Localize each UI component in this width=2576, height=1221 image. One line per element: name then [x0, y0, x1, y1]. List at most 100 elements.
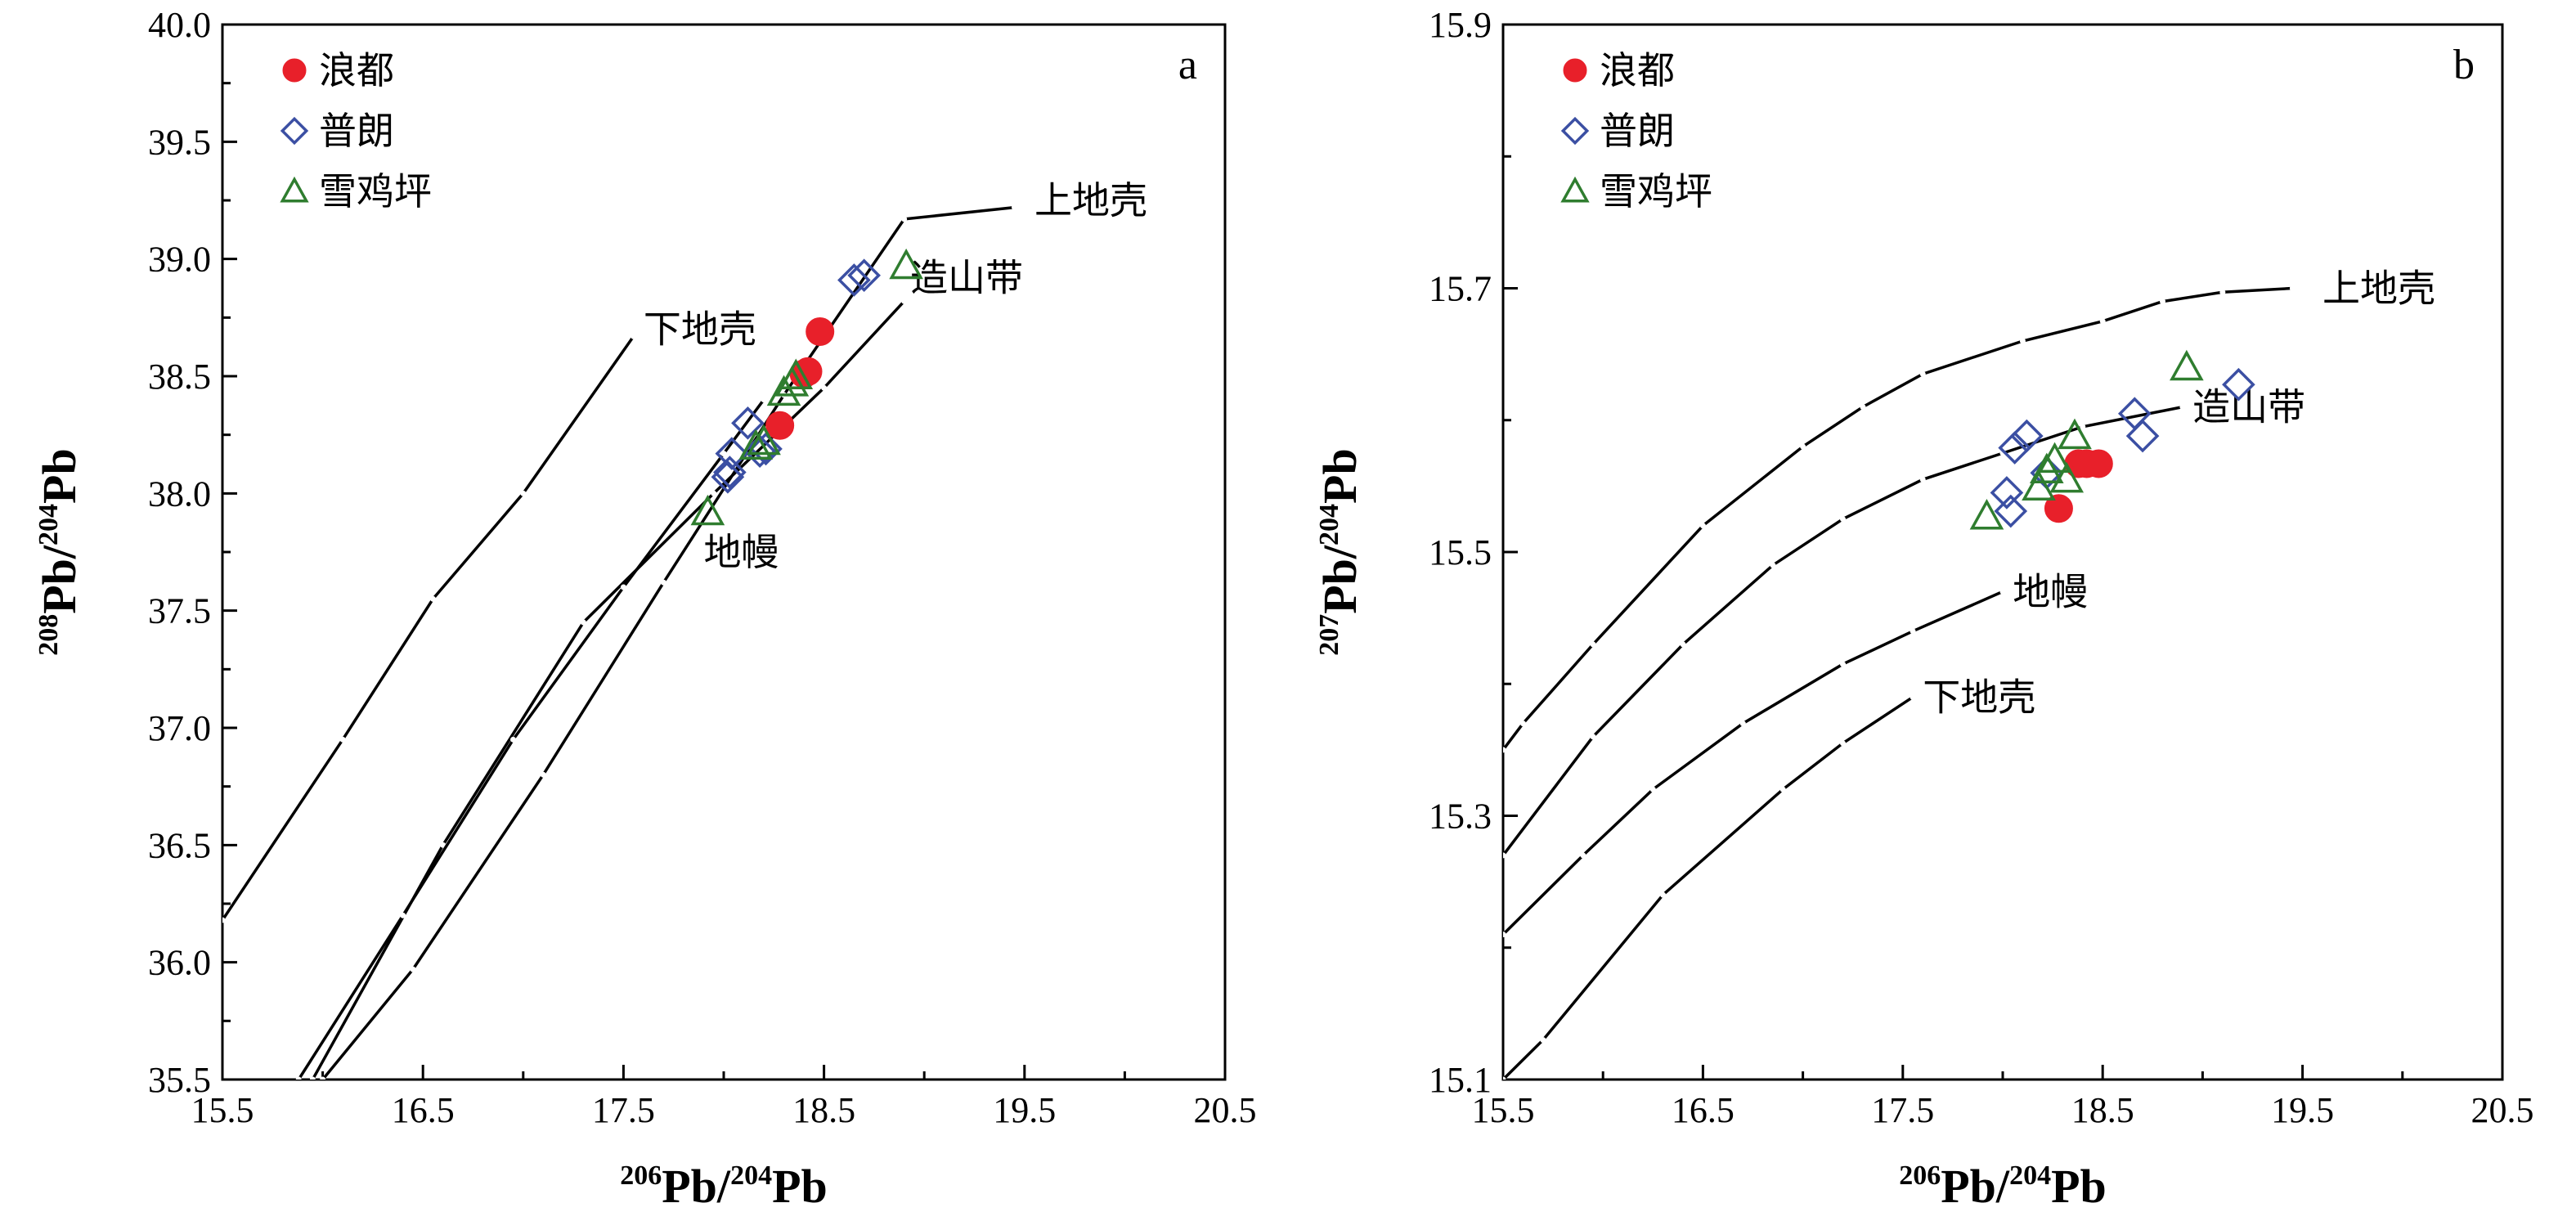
x-tick-label: 18.5: [2071, 1090, 2134, 1130]
x-tick-label: 17.5: [1871, 1090, 1934, 1130]
curve-node: [761, 397, 767, 403]
x-tick-label: 15.5: [191, 1090, 254, 1130]
y-tick-label: 15.3: [1429, 797, 1492, 837]
curve-node: [1860, 404, 1866, 411]
data-point: [837, 263, 871, 297]
data-point: [2222, 367, 2255, 402]
y-axis-title-part: Pb/: [1313, 545, 1367, 614]
x-tick-label: 17.5: [592, 1090, 655, 1130]
legend-label: 浪都: [319, 48, 394, 92]
legend-marker: [282, 58, 307, 83]
curve-node: [320, 1076, 326, 1080]
panel-b-chart: 15.5 16.5 17.5 18.5 19.5 20.5 15.1 15.3 15.5 15.7…: [1313, 5, 2534, 1213]
curve-node: [620, 584, 626, 590]
x-tick-label: 20.5: [2471, 1090, 2534, 1130]
legend-marker: [280, 116, 309, 146]
data-point: [765, 411, 795, 440]
y-axis-title-part: 207: [1314, 614, 1344, 656]
y-tick-label: 38.5: [148, 357, 211, 397]
data-point: [2170, 349, 2204, 381]
x-axis-title-part: Pb/: [662, 1160, 731, 1213]
curve-node: [1770, 562, 1776, 568]
data-point: [743, 434, 777, 469]
y-tick-label: 36.0: [148, 943, 211, 983]
curve-node: [295, 1076, 302, 1080]
data-point: [847, 258, 881, 293]
y-tick-label: 15.5: [1429, 532, 1492, 572]
data-point: [747, 424, 781, 456]
legend-marker: [280, 176, 309, 203]
x-axis-title-part: Pb/: [1941, 1160, 2010, 1213]
curve-node: [520, 490, 527, 496]
data-point: [2010, 419, 2044, 453]
y-tick-label: 37.0: [148, 708, 211, 748]
legend-label: 普朗: [319, 109, 394, 153]
model-curves: [1503, 285, 2296, 1080]
curve-node: [1580, 852, 1586, 859]
x-tick-label: 16.5: [392, 1090, 455, 1130]
data-points: [1969, 349, 2255, 530]
x-axis-title-part: Pb: [772, 1160, 828, 1213]
curve-node: [901, 216, 908, 222]
curve-node: [1739, 720, 1746, 727]
legend-label: 雪鸡坪: [319, 169, 432, 213]
curve-label: 造山带: [910, 256, 1023, 300]
model-curve: [1503, 590, 2004, 936]
curve-node: [580, 619, 586, 626]
y-axis-title-part: 204: [34, 504, 64, 545]
curve-node: [1503, 1076, 1506, 1080]
panel-a-chart: 15.5 16.5 17.5 18.5 19.5 20.5 35.5 36.0 36.5 37.0…: [33, 5, 1257, 1213]
legend-label: 普朗: [1600, 109, 1675, 153]
x-axis-title-part: 206: [620, 1160, 662, 1191]
curve-node: [1910, 694, 1916, 700]
curve-node: [1779, 786, 1786, 792]
y-tick-label: 15.1: [1429, 1060, 1492, 1100]
data-point: [1969, 499, 2004, 530]
curve-node: [2179, 404, 2186, 411]
legend-label: 雪鸡坪: [1600, 169, 1712, 213]
curve-node: [339, 736, 346, 743]
y-tick-label: 39.5: [148, 122, 211, 162]
curve-node: [1919, 476, 1926, 483]
legend-marker: [1560, 116, 1590, 146]
y-tick-label: 36.5: [148, 825, 211, 865]
curve-label: 上地壳: [2322, 267, 2435, 311]
curve-node: [309, 1076, 316, 1080]
data-point: [806, 317, 835, 347]
y-axis-title: 208Pb/204Pb: [33, 448, 86, 656]
curve-label: 地幔: [2013, 569, 2088, 613]
y-tick-label: 39.0: [148, 240, 211, 280]
x-tick-label: 20.5: [1194, 1090, 1257, 1130]
x-tick-label: 19.5: [2271, 1090, 2334, 1130]
curve-node: [1590, 641, 1596, 648]
data-point: [2058, 418, 2092, 450]
curve-node: [720, 451, 727, 457]
y-axis-title-part: Pb/: [33, 545, 86, 614]
curve-node: [1839, 516, 1846, 523]
curve-node: [429, 595, 436, 602]
curve-node: [1649, 786, 1656, 792]
data-points: [690, 248, 923, 526]
curve-node: [1540, 1037, 1546, 1044]
x-tick-label: 18.5: [792, 1090, 855, 1130]
data-point: [715, 437, 749, 470]
data-point: [1994, 494, 2028, 528]
curve-node: [1839, 661, 1846, 667]
legend-marker: [1560, 176, 1590, 203]
legend-label: 浪都: [1600, 48, 1675, 92]
y-tick-label: 38.0: [148, 474, 211, 514]
curve-node: [1519, 720, 1526, 727]
y-axis-title-part: 204: [1314, 504, 1344, 545]
y-tick-label: 15.9: [1429, 5, 1492, 45]
data-point: [2044, 494, 2073, 523]
curve-node: [1919, 370, 1926, 377]
data-point: [1998, 431, 2031, 465]
curve-node: [660, 579, 666, 586]
panel-letter: a: [1178, 42, 1197, 88]
curve-node: [2019, 338, 2026, 344]
legend-marker: [1563, 58, 1587, 83]
curve-node: [1012, 204, 1018, 211]
curve-node: [510, 736, 517, 743]
